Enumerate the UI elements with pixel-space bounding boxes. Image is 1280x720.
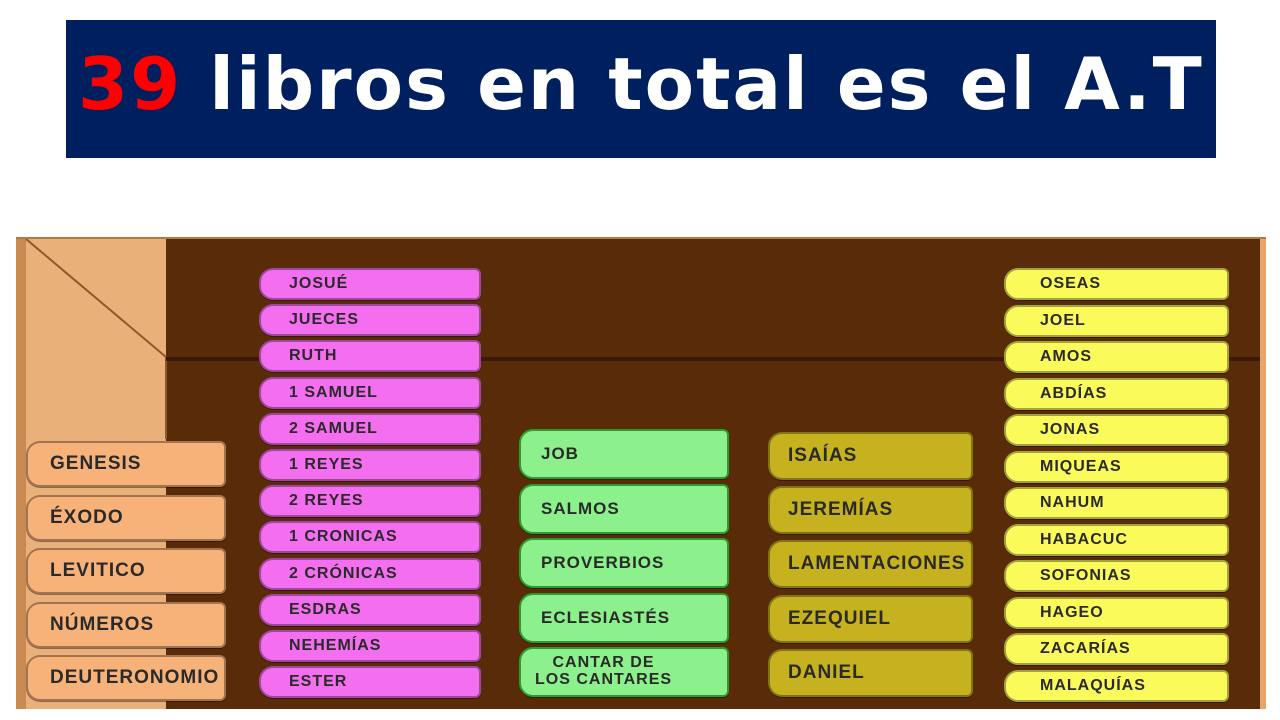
book-label: AMOS bbox=[1040, 347, 1092, 365]
book-label: DEUTERONOMIO bbox=[50, 667, 220, 689]
book-minor-prophets-12: MALAQUÍAS bbox=[1004, 670, 1266, 702]
book-label: LEVITICO bbox=[50, 560, 146, 582]
book-label: GENESIS bbox=[50, 453, 142, 475]
title-number: 39 bbox=[78, 42, 183, 126]
book-label: 2 CRÓNICAS bbox=[289, 564, 398, 582]
book-label: SALMOS bbox=[541, 499, 620, 519]
book-poetry-2: SALMOS bbox=[519, 484, 779, 534]
book-label: ESTER bbox=[289, 672, 348, 690]
book-label: CANTAR DE LOS CANTARES bbox=[535, 654, 673, 688]
book-label: ISAÍAS bbox=[788, 445, 858, 467]
book-major-prophets-1: ISAÍAS bbox=[768, 432, 1023, 480]
book-label: DANIEL bbox=[788, 662, 865, 684]
book-label: EZEQUIEL bbox=[788, 608, 892, 630]
book-label: JONAS bbox=[1040, 420, 1101, 438]
book-minor-prophets-10: HAGEO bbox=[1004, 597, 1266, 629]
book-label: JOB bbox=[541, 444, 579, 464]
book-label: NEHEMÍAS bbox=[289, 636, 382, 654]
book-minor-prophets-11: ZACARÍAS bbox=[1004, 633, 1266, 665]
book-major-prophets-2: JEREMÍAS bbox=[768, 486, 1023, 534]
book-major-prophets-5: DANIEL bbox=[768, 649, 1023, 697]
book-label: JEREMÍAS bbox=[788, 499, 894, 521]
book-history-8: 1 CRONICAS bbox=[259, 521, 531, 553]
book-history-10: ESDRAS bbox=[259, 594, 531, 626]
book-label: JUECES bbox=[289, 310, 360, 328]
book-poetry-3: PROVERBIOS bbox=[519, 538, 779, 588]
book-label: JOEL bbox=[1040, 311, 1086, 329]
book-poetry-1: JOB bbox=[519, 429, 779, 479]
book-minor-prophets-8: HABACUC bbox=[1004, 524, 1266, 556]
book-pentateuch-5: DEUTERONOMIO bbox=[26, 655, 276, 701]
book-label: 2 SAMUEL bbox=[289, 419, 378, 437]
book-poetry-5: CANTAR DE LOS CANTARES bbox=[519, 647, 779, 697]
book-label: ABDÍAS bbox=[1040, 384, 1108, 402]
book-history-6: 1 REYES bbox=[259, 449, 531, 481]
book-minor-prophets-5: JONAS bbox=[1004, 414, 1266, 446]
book-history-11: NEHEMÍAS bbox=[259, 630, 531, 662]
book-history-12: ESTER bbox=[259, 666, 531, 698]
book-history-3: RUTH bbox=[259, 340, 531, 372]
book-poetry-4: ECLESIASTÉS bbox=[519, 593, 779, 643]
book-label: PROVERBIOS bbox=[541, 553, 665, 573]
book-label: HABACUC bbox=[1040, 530, 1128, 548]
book-label: OSEAS bbox=[1040, 274, 1102, 292]
book-history-2: JUECES bbox=[259, 304, 531, 336]
book-minor-prophets-2: JOEL bbox=[1004, 305, 1266, 337]
book-pentateuch-3: LEVITICO bbox=[26, 548, 276, 594]
title-banner: 39 libros en total es el A.T bbox=[66, 20, 1216, 158]
book-label: MALAQUÍAS bbox=[1040, 676, 1146, 694]
bookshelf: GENESIS ÉXODO LEVITICO NÚMEROS DEUTERONOMIO … bbox=[16, 237, 1266, 709]
book-pentateuch-1: GENESIS bbox=[26, 441, 276, 487]
book-label: NÚMEROS bbox=[50, 614, 155, 636]
book-label: 1 CRONICAS bbox=[289, 527, 398, 545]
page-title: 39 libros en total es el A.T bbox=[78, 20, 1204, 148]
book-history-7: 2 REYES bbox=[259, 485, 531, 517]
book-minor-prophets-1: OSEAS bbox=[1004, 268, 1266, 300]
book-minor-prophets-6: MIQUEAS bbox=[1004, 451, 1266, 483]
book-minor-prophets-7: NAHUM bbox=[1004, 487, 1266, 519]
book-history-4: 1 SAMUEL bbox=[259, 377, 531, 409]
book-label: ZACARÍAS bbox=[1040, 639, 1131, 657]
book-minor-prophets-9: SOFONIAS bbox=[1004, 560, 1266, 592]
book-label: LAMENTACIONES bbox=[788, 553, 966, 575]
book-label: ÉXODO bbox=[50, 507, 124, 529]
book-major-prophets-3: LAMENTACIONES bbox=[768, 540, 1023, 588]
book-history-5: 2 SAMUEL bbox=[259, 413, 531, 445]
book-label: 1 REYES bbox=[289, 455, 364, 473]
title-text-rest: libros en total es el A.T bbox=[182, 42, 1204, 126]
book-label: RUTH bbox=[289, 346, 338, 364]
book-major-prophets-4: EZEQUIEL bbox=[768, 595, 1023, 643]
book-history-9: 2 CRÓNICAS bbox=[259, 558, 531, 590]
book-history-1: JOSUÉ bbox=[259, 268, 531, 300]
book-minor-prophets-3: AMOS bbox=[1004, 341, 1266, 373]
book-label: ESDRAS bbox=[289, 600, 362, 618]
book-label: NAHUM bbox=[1040, 493, 1105, 511]
book-label: MIQUEAS bbox=[1040, 457, 1122, 475]
book-label: 1 SAMUEL bbox=[289, 383, 378, 401]
book-minor-prophets-4: ABDÍAS bbox=[1004, 378, 1266, 410]
book-pentateuch-4: NÚMEROS bbox=[26, 602, 276, 648]
book-label: SOFONIAS bbox=[1040, 566, 1132, 584]
book-label: ECLESIASTÉS bbox=[541, 608, 671, 628]
book-label: 2 REYES bbox=[289, 491, 364, 509]
book-label: JOSUÉ bbox=[289, 274, 349, 292]
book-pentateuch-2: ÉXODO bbox=[26, 495, 276, 541]
book-label: HAGEO bbox=[1040, 603, 1104, 621]
